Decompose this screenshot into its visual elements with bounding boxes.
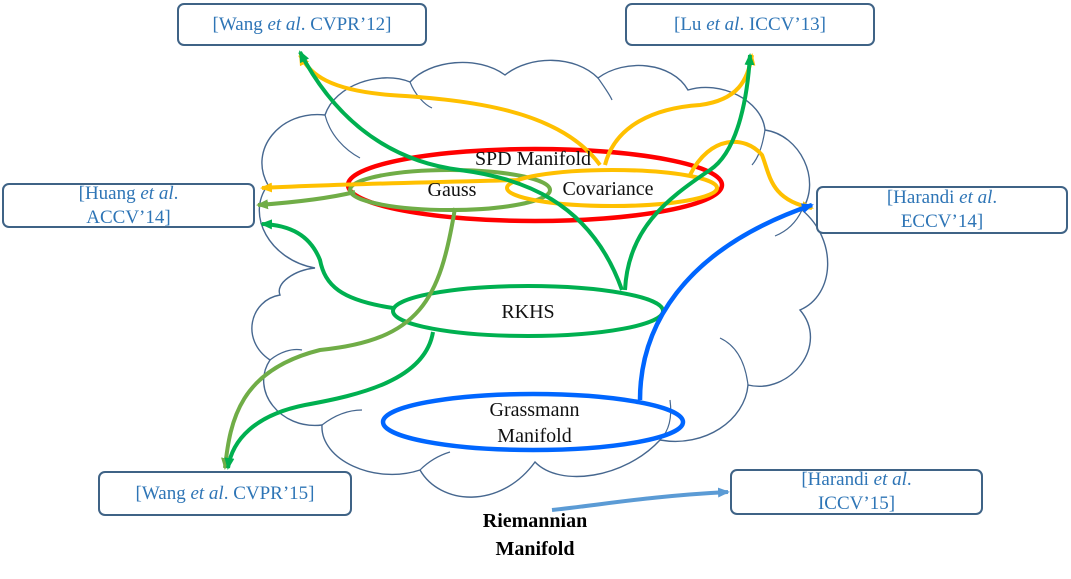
covariance-ellipse [505, 168, 719, 208]
reference-lu-iccv13: [Lu et al. ICCV’13] [625, 3, 875, 46]
reference-text: [Harandi [801, 469, 874, 490]
reference-etal: et al [959, 187, 993, 208]
grassmann-label-line1: Grassmann [489, 399, 580, 421]
reference-etal: et al [706, 13, 740, 35]
reference-etal: et al [190, 482, 224, 504]
rkhs-to-wang-cvpr12-arrow [298, 50, 624, 291]
gauss-label: Gauss [427, 179, 477, 201]
cloud-arc [321, 409, 363, 426]
gauss-to-huang-accv14-arrow [256, 190, 356, 210]
cloud-arc [719, 337, 749, 386]
reference-text: [Lu [674, 13, 707, 35]
rkhs-to-huang-accv14-arrow [260, 219, 394, 310]
reference-harandi-iccv15: [Harandi et al. ICCV’15] [730, 469, 983, 515]
rkhs-to-lu-iccv13-arrow [623, 53, 755, 291]
reference-etal: et al [267, 13, 301, 35]
covariance-to-harandi-eccv14-arrow [688, 140, 814, 212]
reference-wang-cvpr15: [Wang et al. CVPR’15] [98, 471, 352, 516]
reference-huang-accv14: [Huang et al. ACCV’14] [2, 183, 255, 228]
gauss-to-wang-cvpr15-arrow [221, 207, 457, 470]
covariance-to-huang-accv14-arrow [260, 178, 521, 193]
reference-text: . [173, 182, 179, 204]
grassmann-to-harandi-eccv14-arrow [637, 202, 814, 401]
grassmann-ellipse [380, 391, 686, 453]
riemannian-manifold-cloud [251, 59, 829, 498]
spd-manifold-label: SPD Manifold [474, 148, 592, 170]
reference-text: [Harandi [886, 187, 960, 208]
grassmann-label: Grassmann Manifold [462, 397, 607, 449]
reference-text: . [992, 187, 998, 208]
reference-text: [Wang [135, 482, 191, 504]
reference-harandi-eccv14: [Harandi et al. ECCV’14] [816, 186, 1068, 234]
covariance-label: Covariance [562, 178, 654, 200]
reference-etal: et al [873, 469, 907, 490]
cloud-arc [324, 114, 361, 159]
reference-wang-cvpr12: [Wang et al. CVPR’12] [177, 3, 427, 46]
reference-text: ICCV’15] [817, 493, 896, 514]
reference-text: [Huang [78, 182, 141, 204]
cloud-arc [269, 348, 303, 361]
rkhs-to-wang-cvpr15-arrow [224, 331, 435, 470]
riemannian-label-line2: Manifold [495, 538, 575, 560]
reference-text: ACCV’14] [86, 206, 171, 228]
riemannian-label-line1: Riemannian [482, 510, 588, 532]
reference-text: . CVPR’15] [223, 482, 315, 504]
covariance-to-wang-cvpr12-arrow [298, 53, 602, 167]
rkhs-label: RKHS [501, 301, 555, 323]
covariance-to-lu-iccv13-arrow [603, 53, 756, 166]
riemannian-to-harandi-iccv15-arrow [551, 487, 730, 512]
reference-text: ECCV’14] [900, 211, 984, 232]
cloud-arc [774, 209, 803, 237]
grassmann-label-line2: Manifold [497, 425, 572, 447]
reference-text: . ICCV’13] [739, 13, 826, 35]
cloud-arc [419, 451, 451, 471]
reference-text: . [906, 469, 912, 490]
riemannian-manifold-label: Riemannian Manifold [455, 507, 615, 563]
reference-etal: et al [140, 182, 174, 204]
reference-text: [Wang [212, 13, 268, 35]
reference-text: . CVPR’12] [300, 13, 392, 35]
cloud-arc [597, 77, 613, 101]
